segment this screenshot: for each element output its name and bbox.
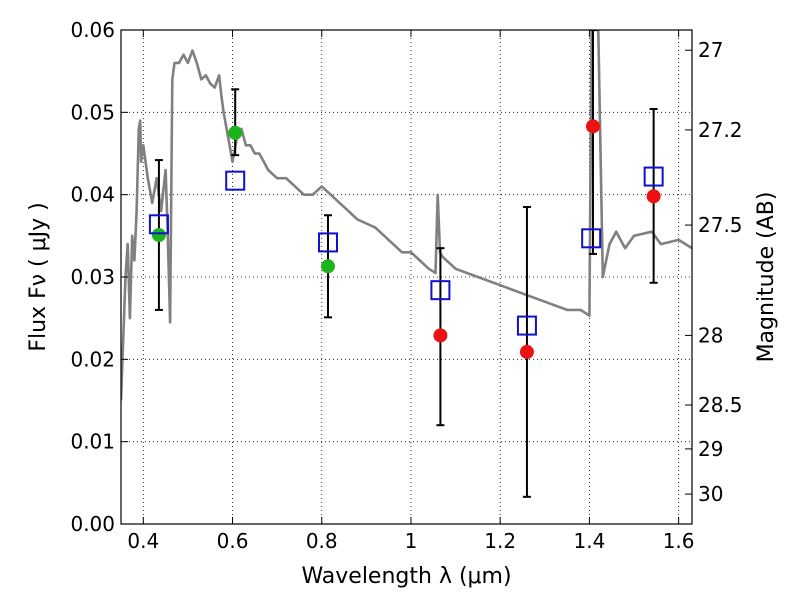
right-axis: 27 27.2 27.5 28 28.5 29 30 [685, 38, 743, 506]
right-tick-label: 27.2 [698, 118, 743, 142]
x-tick-label: 1.2 [484, 529, 516, 553]
right-tick-label: 28 [698, 323, 723, 347]
model-square [643, 166, 664, 187]
y-tick-label: 0.06 [70, 18, 115, 42]
x-tick-label: 1.6 [663, 529, 695, 553]
data-point [519, 344, 534, 359]
y-tick-label: 0.03 [70, 265, 115, 289]
x-axis: 0.4 0.6 0.8 1 1.2 1.4 1.6 [127, 30, 695, 553]
x-tick-label: 0.4 [127, 529, 159, 553]
y-tick-label: 0.00 [70, 512, 115, 536]
right-tick-label: 29 [698, 437, 723, 461]
x-tick-label: 0.6 [217, 529, 249, 553]
y-tick-label: 0.01 [70, 430, 115, 454]
data-point [646, 189, 661, 204]
x-tick-label: 1.4 [573, 529, 605, 553]
x-axis-label: Wavelength λ (μm) [301, 564, 511, 589]
model-square [581, 228, 602, 249]
grid [121, 29, 692, 525]
data-point [320, 259, 335, 274]
y-tick-label: 0.04 [70, 183, 115, 207]
right-tick-label: 28.5 [698, 393, 743, 417]
right-tick-label: 27.5 [698, 213, 743, 237]
model-spectrum-line [121, 30, 692, 401]
y-tick-label: 0.05 [70, 100, 115, 124]
plot-frame [120, 29, 693, 525]
model-square [148, 214, 169, 235]
right-tick-label: 27 [698, 38, 723, 62]
data-point [151, 228, 166, 243]
data-point [433, 328, 448, 343]
y-axis: 0.00 0.01 0.02 0.03 0.04 0.05 0.06 [70, 18, 128, 536]
model-square [430, 280, 451, 301]
model-square [225, 170, 246, 191]
data-point [228, 125, 243, 140]
right-tick-label: 30 [698, 482, 723, 506]
y-axis-label: Flux Fν ( μJy ) [26, 202, 51, 351]
data-marks [121, 30, 692, 498]
right-axis-label: Magnitude (AB) [754, 192, 779, 363]
y-tick-label: 0.02 [70, 347, 115, 371]
data-point [585, 119, 600, 134]
x-tick-label: 1 [405, 529, 418, 553]
model-square [317, 232, 338, 253]
model-square [516, 315, 537, 336]
x-tick-label: 0.8 [306, 529, 338, 553]
